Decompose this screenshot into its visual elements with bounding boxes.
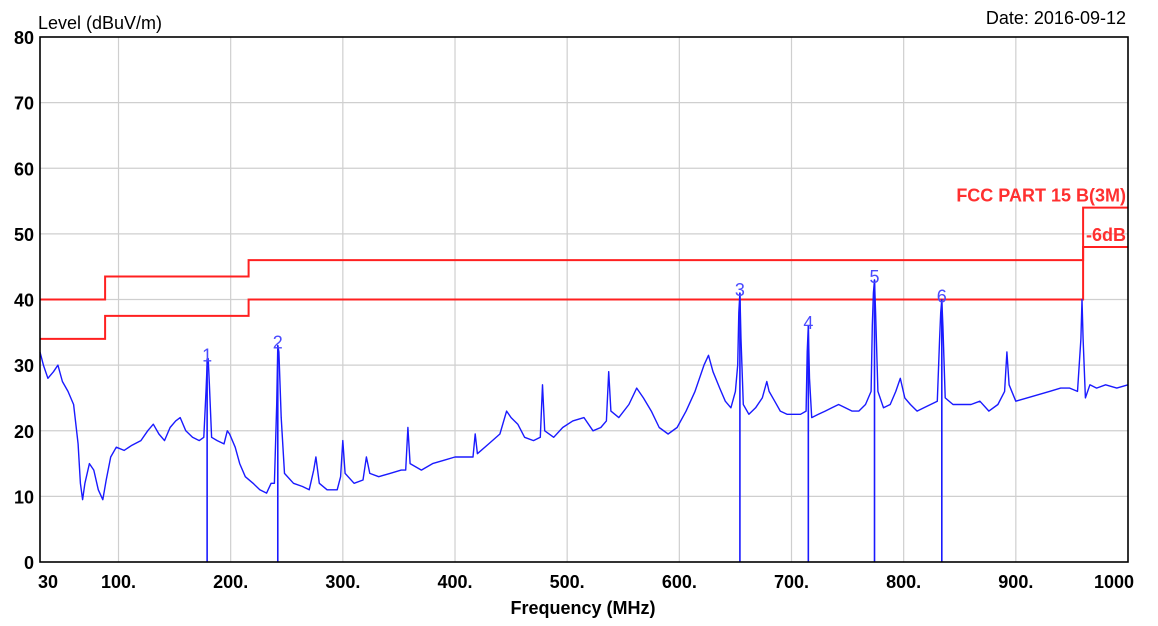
x-tick-label-4: 400. [437, 572, 472, 592]
x-tick-label-7: 700. [774, 572, 809, 592]
x-tick-label-0: 30 [38, 572, 58, 592]
y-tick-label-0: 0 [24, 553, 34, 573]
emission-trace [39, 279, 1129, 501]
marker-label-4: 4 [803, 313, 813, 333]
x-tick-label-9: 900. [998, 572, 1033, 592]
y-axis-title: Level (dBuV/m) [38, 13, 162, 33]
marker-label-6: 6 [937, 287, 947, 307]
marker-label-5: 5 [869, 267, 879, 287]
plot-area: 0 10 20 30 40 50 60 70 80 30 100. 200. 300. 400. 500. 6… [14, 28, 1134, 592]
x-tick-label-1: 100. [101, 572, 136, 592]
plot-frame [39, 36, 1129, 563]
limit-label-0: FCC PART 15 B(3M) [956, 186, 1126, 206]
y-tick-label-7: 70 [14, 94, 34, 114]
x-axis-title: Frequency (MHz) [510, 598, 655, 618]
limit-line-0 [40, 206, 1128, 301]
x-tick-label-3: 300. [325, 572, 360, 592]
date-label: Date: 2016-09-12 [986, 8, 1126, 28]
y-tick-label-6: 60 [14, 159, 34, 179]
marker-label-1: 1 [202, 346, 212, 366]
marker-label-2: 2 [273, 332, 283, 352]
y-tick-label-5: 50 [14, 225, 34, 245]
limit-line-1 [40, 246, 1128, 340]
y-tick-label-2: 20 [14, 422, 34, 442]
marker-label-3: 3 [735, 280, 745, 300]
x-tick-label-5: 500. [550, 572, 585, 592]
y-tick-label-4: 40 [14, 291, 34, 311]
y-tick-label-8: 80 [14, 28, 34, 48]
x-tick-label-2: 200. [213, 572, 248, 592]
x-tick-label-10: 1000 [1094, 572, 1134, 592]
x-tick-label-8: 800. [886, 572, 921, 592]
y-tick-label-1: 10 [14, 487, 34, 507]
limit-label-1: -6dB [1086, 225, 1126, 245]
x-tick-label-6: 600. [662, 572, 697, 592]
y-tick-label-3: 30 [14, 356, 34, 376]
